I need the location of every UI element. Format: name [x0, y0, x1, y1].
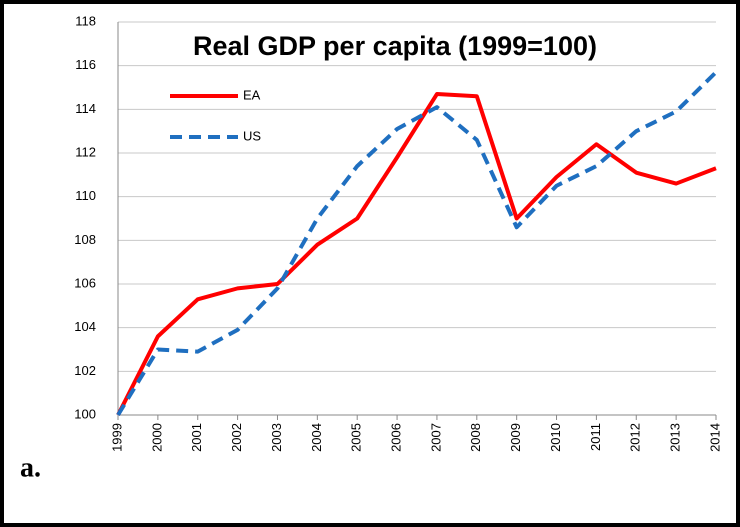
- x-tick-label: 2008: [468, 423, 483, 452]
- legend-label: US: [243, 128, 261, 143]
- legend-label: EA: [243, 87, 261, 102]
- x-tick-label: 2013: [668, 423, 683, 452]
- x-tick-label: 2006: [389, 423, 404, 452]
- x-tick-label: 2004: [309, 423, 324, 452]
- x-tick-label: 2011: [588, 423, 603, 451]
- y-tick-label: 104: [74, 319, 96, 334]
- series-line: [116, 70, 718, 417]
- y-tick-label: 102: [74, 363, 96, 378]
- panel-label: a.: [20, 452, 41, 483]
- y-tick-label: 114: [75, 101, 96, 116]
- y-tick-label: 108: [74, 232, 96, 247]
- y-tick-label: 112: [75, 144, 96, 159]
- x-tick-label: 2007: [428, 423, 443, 452]
- y-tick-label: 100: [74, 406, 96, 421]
- x-tick-label: 2012: [628, 423, 643, 452]
- chart-title: Real GDP per capita (1999=100): [193, 31, 597, 61]
- y-tick-label: 110: [75, 188, 96, 203]
- y-tick-label: 106: [74, 275, 96, 290]
- x-tick-label: 2000: [149, 423, 164, 452]
- x-tick-label: 2010: [548, 423, 563, 452]
- x-tick-label: 2003: [269, 423, 284, 452]
- y-tick-label: 116: [75, 57, 96, 72]
- y-tick-label: 118: [75, 13, 96, 28]
- x-tick-label: 2001: [189, 423, 204, 452]
- x-tick-label: 1999: [109, 423, 124, 452]
- x-tick-label: 2002: [229, 423, 244, 452]
- x-tick-label: 2014: [707, 423, 722, 452]
- x-tick-label: 2009: [508, 423, 523, 452]
- series-line: [116, 92, 717, 416]
- x-tick-label: 2005: [349, 423, 364, 452]
